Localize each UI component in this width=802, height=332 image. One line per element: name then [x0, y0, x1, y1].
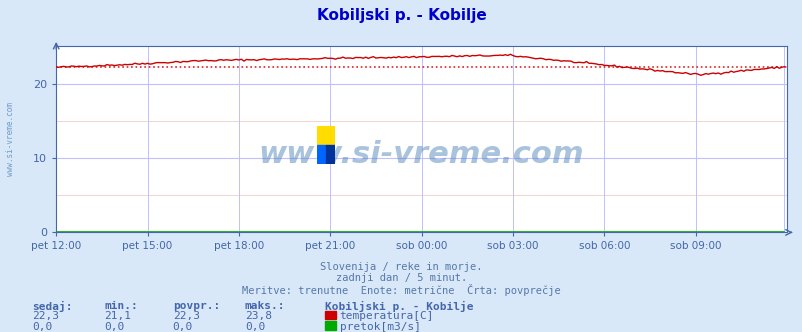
- Text: www.si-vreme.com: www.si-vreme.com: [6, 103, 15, 176]
- Text: zadnji dan / 5 minut.: zadnji dan / 5 minut.: [335, 273, 467, 283]
- Text: sedaj:: sedaj:: [32, 301, 72, 312]
- Bar: [325, 311, 335, 319]
- Bar: [326, 145, 334, 164]
- Text: 0,0: 0,0: [245, 322, 265, 332]
- Text: maks.:: maks.:: [245, 301, 285, 311]
- Text: Meritve: trenutne  Enote: metrične  Črta: povprečje: Meritve: trenutne Enote: metrične Črta: …: [242, 284, 560, 295]
- Text: 0,0: 0,0: [172, 322, 192, 332]
- Text: Slovenija / reke in morje.: Slovenija / reke in morje.: [320, 262, 482, 272]
- Text: 23,8: 23,8: [245, 311, 272, 321]
- Text: www.si-vreme.com: www.si-vreme.com: [258, 140, 584, 169]
- Text: 0,0: 0,0: [32, 322, 52, 332]
- Text: 0,0: 0,0: [104, 322, 124, 332]
- Text: Kobiljski p. - Kobilje: Kobiljski p. - Kobilje: [325, 301, 473, 312]
- Text: 22,3: 22,3: [32, 311, 59, 321]
- Text: Kobiljski p. - Kobilje: Kobiljski p. - Kobilje: [316, 8, 486, 23]
- Text: 22,3: 22,3: [172, 311, 200, 321]
- Bar: [317, 126, 334, 145]
- Text: pretok[m3/s]: pretok[m3/s]: [339, 322, 420, 332]
- Text: temperatura[C]: temperatura[C]: [339, 311, 434, 321]
- Text: 21,1: 21,1: [104, 311, 132, 321]
- Bar: [325, 321, 335, 330]
- Bar: [317, 145, 326, 164]
- Text: min.:: min.:: [104, 301, 138, 311]
- Text: povpr.:: povpr.:: [172, 301, 220, 311]
